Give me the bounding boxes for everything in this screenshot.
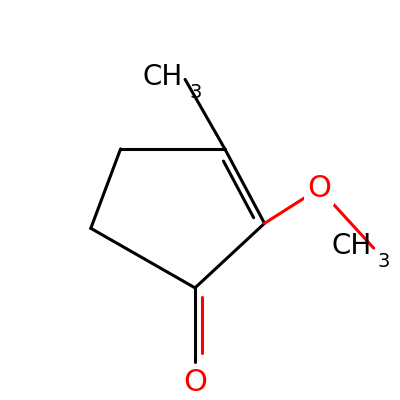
- Text: CH: CH: [143, 64, 183, 92]
- Text: 3: 3: [189, 83, 202, 102]
- Text: O: O: [183, 368, 207, 397]
- Text: 3: 3: [378, 252, 390, 271]
- Text: CH: CH: [332, 232, 372, 260]
- Text: O: O: [307, 174, 331, 203]
